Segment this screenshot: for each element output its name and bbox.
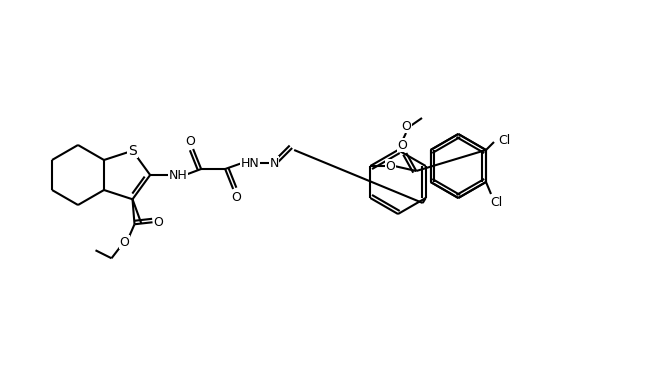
Text: O: O — [185, 134, 195, 147]
Text: N: N — [269, 157, 279, 170]
Text: O: O — [231, 191, 241, 204]
Text: O: O — [401, 120, 411, 133]
Text: O: O — [385, 160, 395, 173]
Text: S: S — [128, 144, 137, 158]
Text: HN: HN — [241, 157, 260, 170]
Text: O: O — [120, 236, 130, 249]
Text: O: O — [154, 216, 164, 229]
Text: Cl: Cl — [490, 196, 502, 209]
Text: O: O — [397, 139, 407, 152]
Text: NH: NH — [169, 168, 187, 181]
Text: Cl: Cl — [498, 133, 510, 147]
